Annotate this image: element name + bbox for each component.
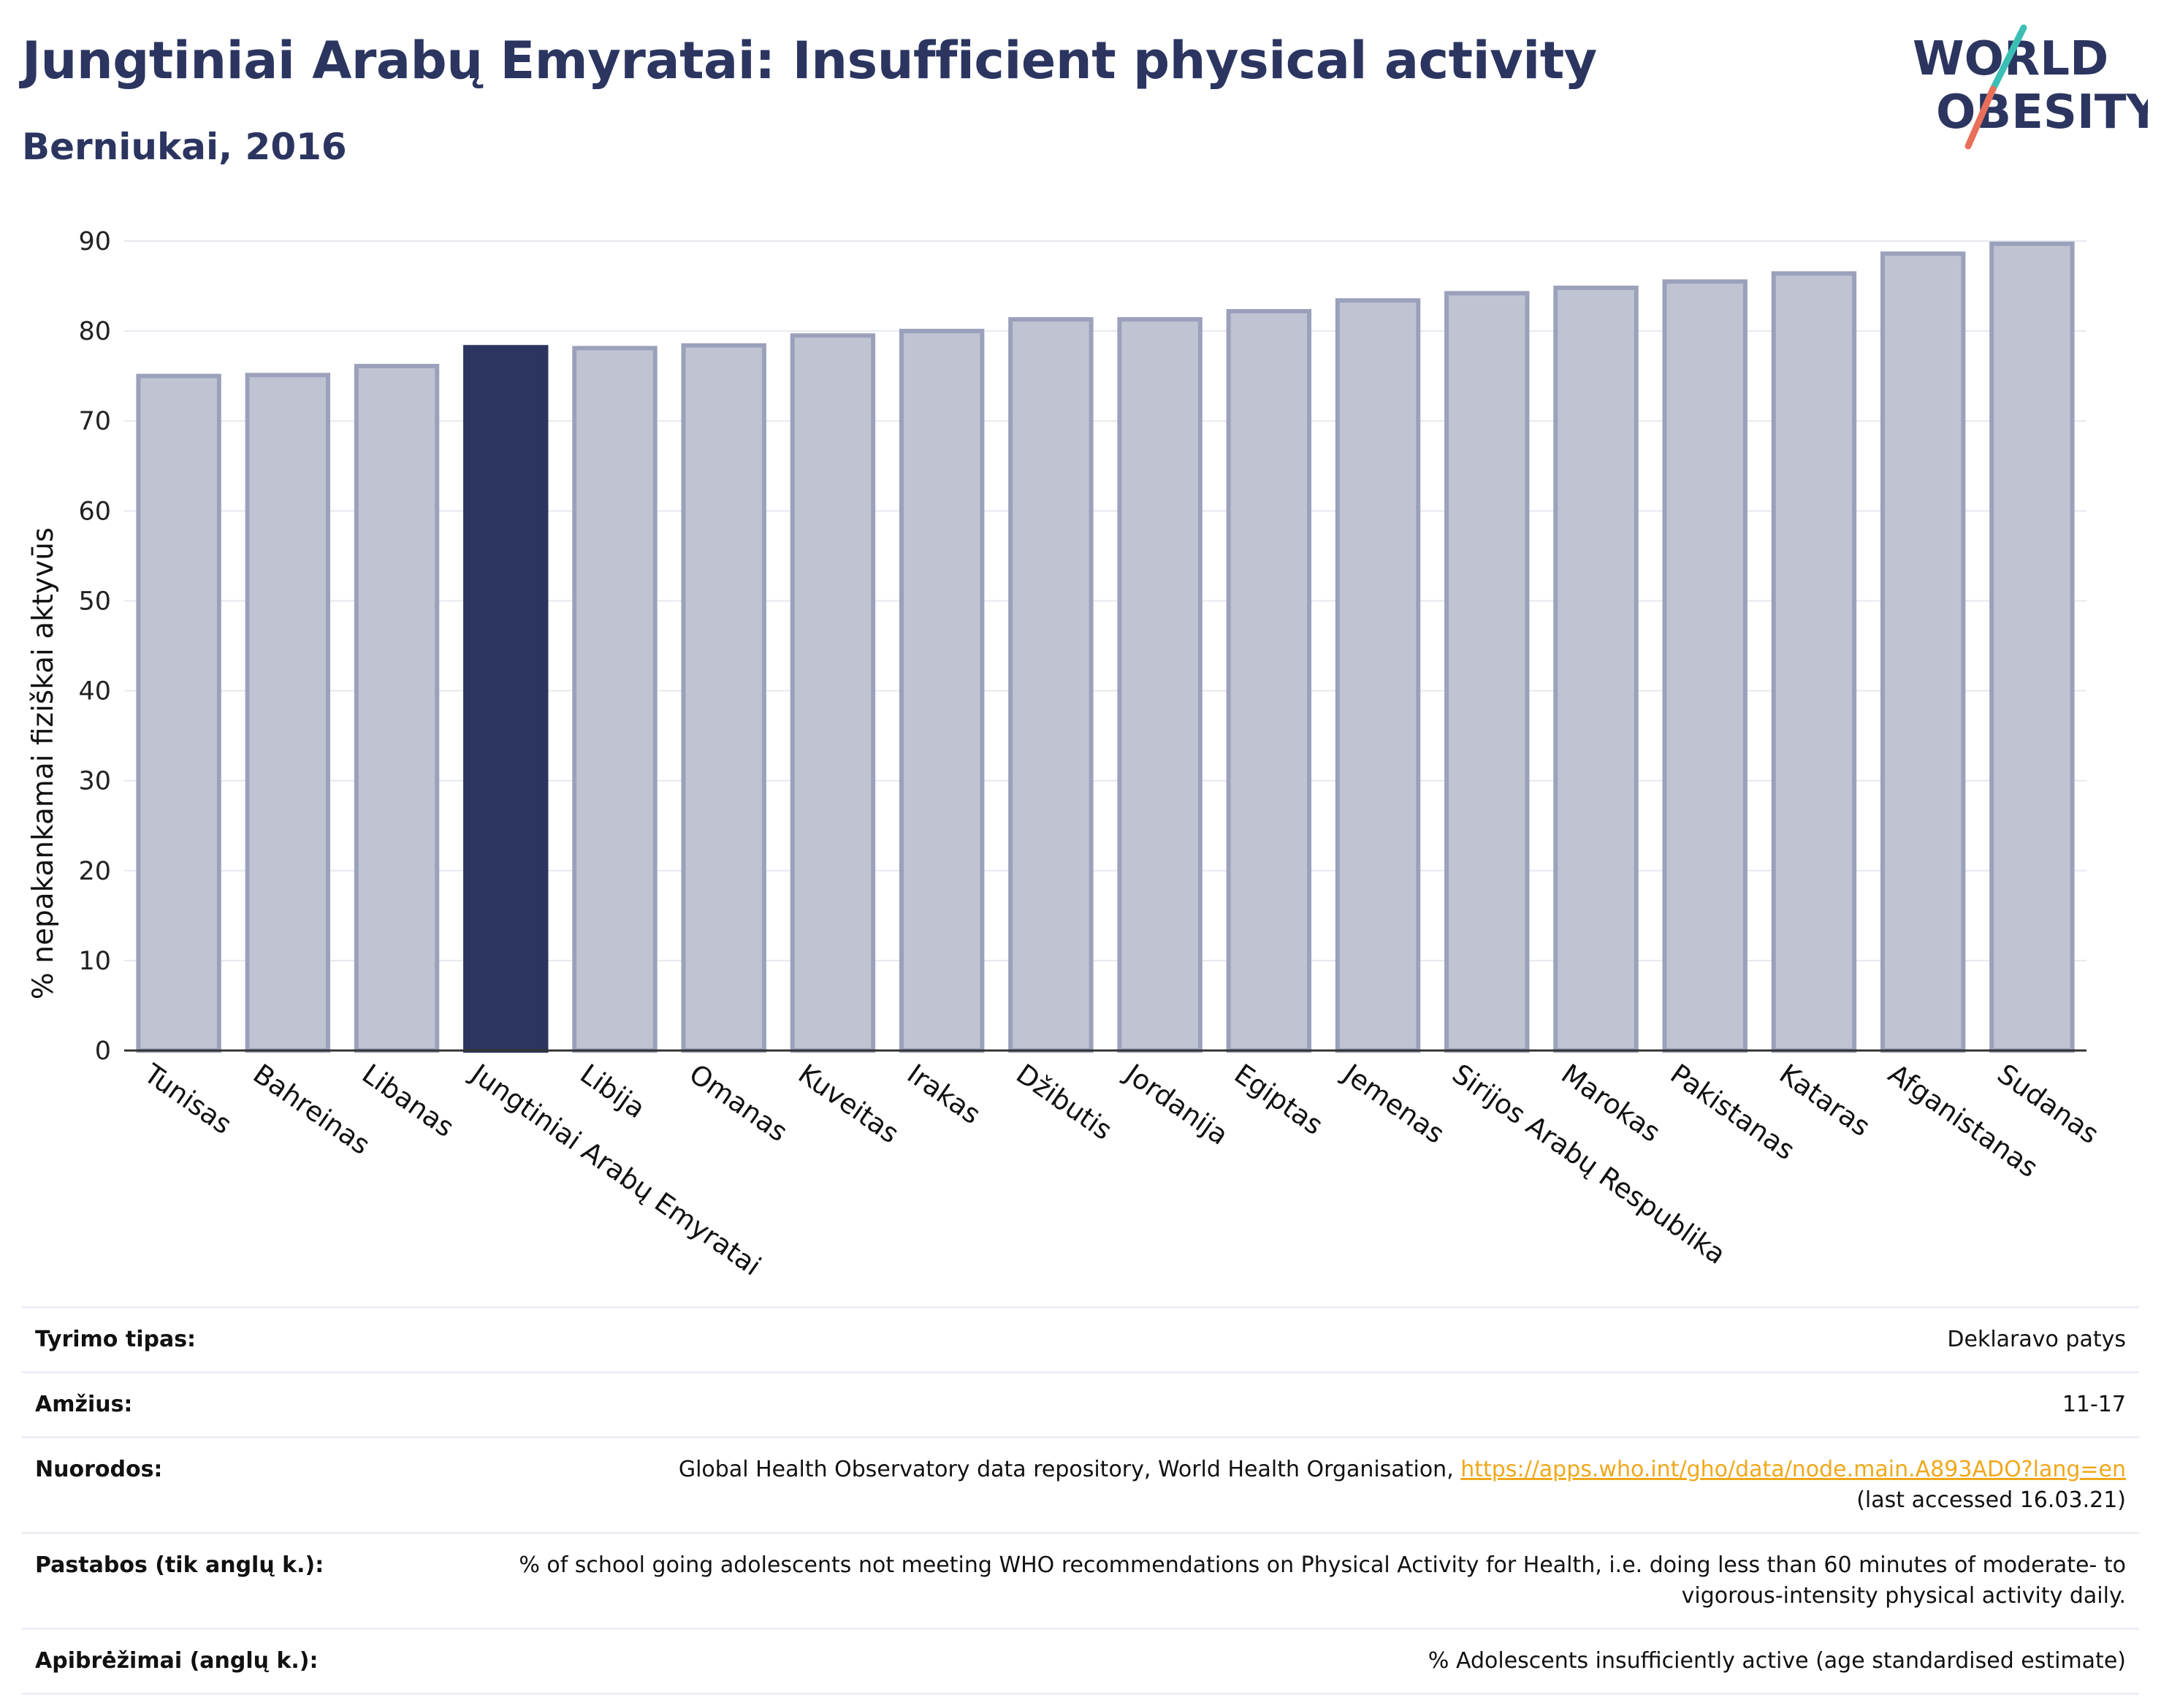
bar xyxy=(1880,251,1966,1053)
bar xyxy=(681,343,766,1053)
bar xyxy=(1553,286,1639,1053)
info-row-references: Nuorodos: Global Health Observatory data… xyxy=(22,1436,2139,1532)
info-table: Tyrimo tipas: Deklaravo patys Amžius: 11… xyxy=(22,1306,2139,1695)
x-tick-label: Irakas xyxy=(902,1058,986,1130)
y-tick-label: 70 xyxy=(78,407,111,436)
x-tick-label: Kuveitas xyxy=(793,1058,905,1149)
info-key: Apibrėžimai (anglų k.): xyxy=(35,1648,319,1674)
reference-accessed: (last accessed 16.03.21) xyxy=(1856,1487,2126,1513)
bar-highlighted xyxy=(463,345,549,1053)
bar xyxy=(1444,291,1530,1053)
x-tick-label: Tunisas xyxy=(138,1058,237,1140)
world-obesity-logo: WORLD OBESITY xyxy=(1913,24,2148,150)
bar-layer xyxy=(136,241,2075,1053)
y-tick-label: 60 xyxy=(78,497,111,526)
y-tick-label: 90 xyxy=(78,227,111,256)
info-key: Amžius: xyxy=(35,1392,133,1417)
info-row-definitions: Apibrėžimai (anglų k.): % Adolescents in… xyxy=(22,1628,2139,1695)
info-row-notes: Pastabos (tik anglų k.): % of school goi… xyxy=(22,1532,2139,1628)
info-value: Global Health Observatory data repositor… xyxy=(679,1455,2126,1516)
x-tick-label: Egiptas xyxy=(1229,1058,1329,1141)
bar xyxy=(1989,241,2075,1053)
logo-slash-teal xyxy=(1989,24,2027,93)
grid-layer xyxy=(124,240,2086,961)
x-tick-label: Jordanija xyxy=(1118,1057,1234,1151)
reference-text: Global Health Observatory data repositor… xyxy=(678,1457,1461,1482)
y-axis-label: % nepakankamai fiziškai aktyvūs xyxy=(27,527,60,999)
bar xyxy=(136,373,221,1053)
bar xyxy=(790,333,876,1053)
x-tick-label: Libija xyxy=(574,1058,651,1124)
info-key: Tyrimo tipas: xyxy=(35,1327,197,1352)
info-value: % Adolescents insufficiently active (age… xyxy=(1428,1648,2126,1674)
x-tick-label: Libanas xyxy=(357,1058,460,1143)
page-title: Jungtiniai Arabų Emyratai: Insufficient … xyxy=(22,31,1597,91)
logo-line2: OBESITY xyxy=(1936,85,2148,140)
y-tick-label: 20 xyxy=(78,857,111,886)
info-value: % of school going adolescents not meetin… xyxy=(519,1552,2126,1609)
info-row-age: Amžius: 11-17 xyxy=(22,1371,2139,1436)
bar-chart: 0 10 20 30 40 50 60 70 80 90 Tunisas BahreinasLiban… xyxy=(27,227,2105,1282)
y-tick-label: 80 xyxy=(78,317,111,346)
reference-link[interactable]: https://apps.who.int/gho/data/node.main.… xyxy=(1460,1457,2126,1482)
info-row-survey-type: Tyrimo tipas: Deklaravo patys xyxy=(22,1306,2139,1371)
y-tick-label: 40 xyxy=(78,677,111,706)
bar xyxy=(1771,271,1857,1053)
info-value: Deklaravo patys xyxy=(1947,1327,2126,1352)
page-subtitle: Berniukai, 2016 xyxy=(22,126,347,168)
y-tick-label: 50 xyxy=(78,587,111,616)
x-tick-label: Omanas xyxy=(684,1058,793,1148)
bar xyxy=(899,329,985,1053)
bar xyxy=(1008,317,1094,1053)
info-key: Nuorodos: xyxy=(35,1457,163,1482)
info-value: 11-17 xyxy=(2062,1392,2126,1417)
logo-slash-coral xyxy=(1964,85,1997,150)
y-tick-label: 30 xyxy=(78,767,111,796)
bar xyxy=(354,364,440,1053)
x-tick-label: Kataras xyxy=(1774,1058,1876,1143)
bar xyxy=(1335,298,1421,1053)
bar xyxy=(572,346,658,1053)
bar xyxy=(1226,309,1312,1053)
bar xyxy=(1662,279,1748,1053)
y-tick-label: 0 xyxy=(95,1037,111,1066)
bar xyxy=(245,373,331,1053)
y-tick-label: 10 xyxy=(78,947,111,976)
x-tick-label: Jemenas xyxy=(1336,1057,1450,1150)
x-tick-label: Džibutis xyxy=(1010,1058,1118,1146)
bar xyxy=(1117,317,1203,1053)
x-tick-label: Bahreinas xyxy=(248,1058,376,1161)
info-key: Pastabos (tik anglų k.): xyxy=(35,1552,324,1578)
